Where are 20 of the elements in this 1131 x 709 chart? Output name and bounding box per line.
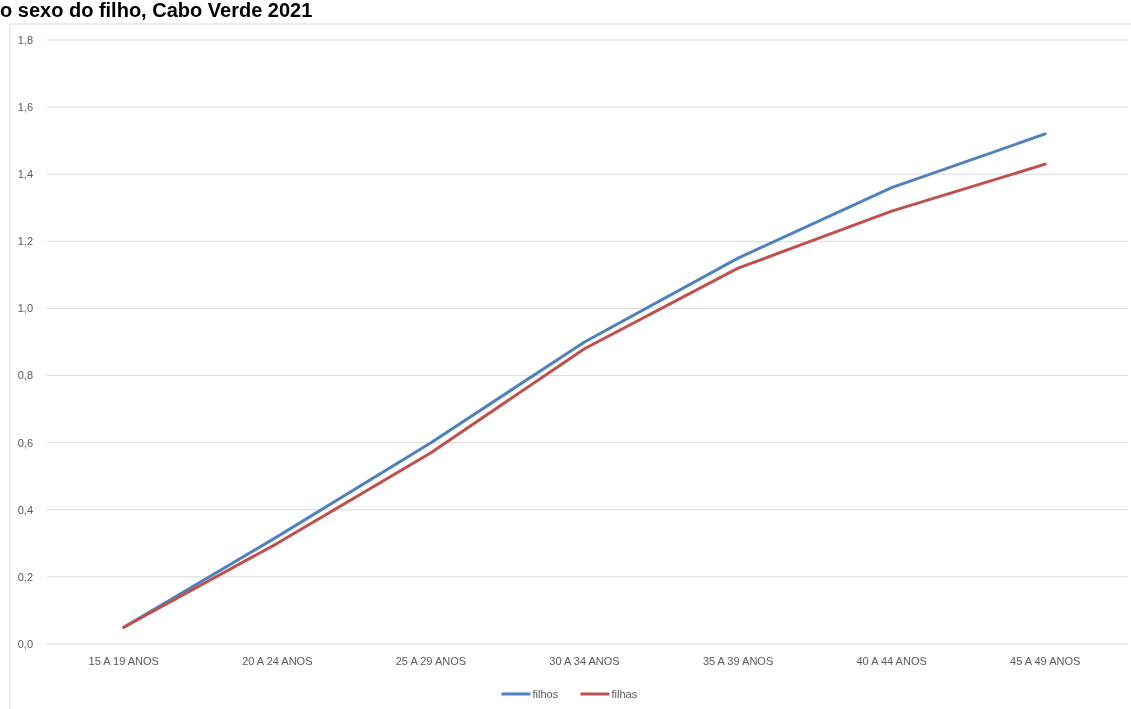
x-tick-label: 20 A 24 ANOS: [242, 655, 313, 667]
y-tick-label: 1,6: [17, 100, 33, 113]
y-tick-label: 0,6: [17, 436, 33, 449]
legend-label: filhas: [611, 687, 638, 700]
x-tick-label: 40 A 44 ANOS: [856, 655, 927, 667]
y-tick-label: 1,0: [17, 302, 33, 315]
x-tick-label: 30 A 34 ANOS: [549, 655, 620, 667]
x-tick-label: 25 A 29 ANOS: [395, 655, 467, 667]
y-tick-label: 1,8: [17, 33, 33, 46]
x-tick-label: 35 A 39 ANOS: [702, 655, 774, 667]
legend-label: filhos: [532, 687, 559, 700]
chart-title: o sexo do filho, Cabo Verde 2021: [0, 0, 313, 21]
y-tick-label: 0,0: [17, 637, 33, 650]
y-tick-label: 1,2: [17, 235, 33, 248]
x-tick-label: 15 A 19 ANOS: [88, 655, 159, 667]
x-tick-label: 45 A 49 ANOS: [1010, 655, 1081, 667]
y-tick-label: 0,8: [17, 369, 33, 382]
y-tick-label: 0,2: [17, 570, 33, 583]
y-tick-label: 0,4: [17, 503, 33, 516]
y-tick-label: 1,4: [17, 168, 33, 181]
